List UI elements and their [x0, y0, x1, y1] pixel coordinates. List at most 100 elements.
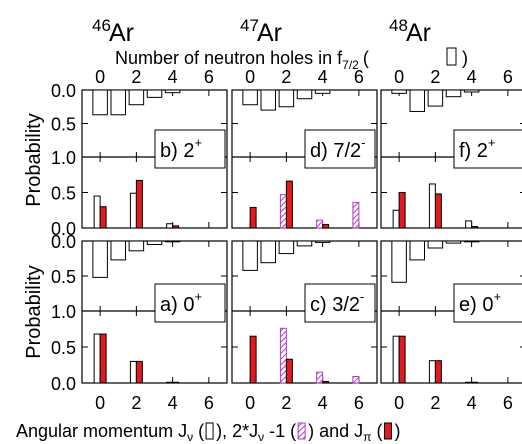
bar-neutron-holes — [278, 240, 295, 255]
bar-neutron-holes — [314, 89, 331, 94]
bar-two-j-nu — [352, 201, 360, 229]
bottom-tick-label: 2 — [131, 393, 141, 413]
isotope-title-48ar: 48 Ar — [389, 16, 431, 47]
y-tick-label-lower: 0.5 — [51, 338, 76, 358]
bottom-tick-label: 6 — [503, 393, 513, 413]
bar-neutron-holes — [260, 89, 276, 111]
top-tick-label: 4 — [318, 67, 328, 87]
bar-neutron-holes — [110, 89, 126, 116]
top-tick-label: 2 — [131, 67, 141, 87]
bar-neutron-holes — [463, 240, 480, 243]
panel-label-box — [304, 129, 376, 169]
bar-neutron-holes — [92, 240, 108, 278]
y-tick-label-upper: 1.0 — [51, 302, 76, 322]
bar-neutron-holes — [409, 240, 425, 261]
bar-j-pi — [398, 192, 406, 229]
bar-neutron-holes — [463, 89, 480, 93]
panels-group: b) 2+ d) 7/2- f) 2+ a) 0+ c) 3/2- e) 0+ — [81, 89, 522, 384]
panel-label-box — [453, 129, 522, 169]
bar-j-nu — [166, 223, 174, 229]
panel-label: e) 0+ — [459, 289, 501, 316]
bottom-tick-label: 0 — [95, 393, 105, 413]
bar-j-nu — [465, 381, 473, 384]
bar-two-j-nu — [316, 219, 324, 229]
bar-j-nu — [465, 220, 473, 229]
y-tick-label-upper: 0.0 — [51, 232, 76, 252]
bar-neutron-holes — [92, 89, 108, 116]
bar-neutron-holes — [296, 89, 313, 100]
panel-label-box — [304, 283, 376, 323]
bar-neutron-holes — [146, 240, 163, 245]
panel-label: a) 0+ — [160, 289, 202, 316]
bar-neutron-holes — [278, 89, 295, 108]
top-axis-title-end: ) — [462, 48, 468, 68]
y-tick-label-lower: 0.5 — [51, 184, 76, 204]
bar-neutron-holes — [314, 240, 331, 243]
bar-j-pi — [471, 381, 479, 384]
bar-j-pi — [135, 360, 143, 384]
bar-j-nu — [93, 195, 101, 229]
tick-labels-group: 0 0 02 2 24 4 46 6 60 0 02 2 24 4 46 6 60.00.51.00.50.00… — [51, 67, 513, 413]
bar-neutron-holes — [391, 89, 407, 94]
bar-j-pi — [135, 179, 143, 229]
top-tick-label: 4 — [168, 67, 178, 87]
panel-label: c) 3/2- — [310, 289, 364, 316]
bar-neutron-holes — [164, 89, 181, 94]
bottom-axis-title: Angular momentum Jν (), 2*Jν -1 () and J… — [16, 421, 400, 444]
bottom-tick-label: 6 — [204, 393, 214, 413]
bar-neutron-holes — [260, 240, 276, 264]
panel-label: f) 2+ — [459, 135, 496, 162]
panel-c: c) 3/2- — [231, 240, 378, 384]
legend-j-nu-icon — [205, 422, 214, 440]
bottom-tick-label: 0 — [245, 393, 255, 413]
bar-j-pi — [249, 335, 257, 384]
y-tick-label-upper: 0.5 — [51, 115, 76, 135]
bottom-tick-label: 4 — [318, 393, 328, 413]
panel-d: d) 7/2- — [231, 89, 378, 229]
panel-a: a) 0+ — [81, 240, 228, 384]
top-legend-open-bar-icon — [446, 47, 457, 66]
isotope-47-mass: 47 — [240, 16, 259, 35]
isotope-46-mass: 46 — [92, 16, 111, 35]
panel-label: b) 2+ — [160, 135, 202, 162]
top-tick-label: 4 — [467, 67, 477, 87]
top-tick-label: 2 — [430, 67, 440, 87]
panel-label-box — [154, 129, 226, 169]
bottom-tick-label: 6 — [354, 393, 364, 413]
bar-j-nu — [428, 183, 436, 229]
bar-j-pi — [471, 226, 479, 229]
top-tick-label: 0 — [245, 67, 255, 87]
bar-j-nu — [166, 381, 174, 384]
bar-neutron-holes — [242, 89, 258, 106]
bar-neutron-holes — [128, 89, 145, 106]
bar-neutron-holes — [427, 89, 444, 107]
panel-e: e) 0+ — [380, 240, 522, 384]
panel-f: f) 2+ — [380, 89, 522, 229]
bar-j-pi — [398, 335, 406, 384]
bar-neutron-holes — [427, 240, 444, 249]
bar-neutron-holes — [146, 89, 163, 98]
bar-j-pi — [285, 180, 293, 229]
y-tick-label-upper: 0.0 — [51, 81, 76, 101]
bar-j-pi — [172, 381, 180, 384]
y-tick-label-upper: 1.0 — [51, 148, 76, 168]
bar-two-j-nu — [316, 371, 324, 384]
ylabel-lower: Probability — [23, 265, 45, 358]
bar-j-nu — [129, 360, 137, 384]
panel-b: b) 2+ — [81, 89, 228, 229]
bar-j-pi — [322, 223, 330, 229]
bar-neutron-holes — [445, 240, 462, 244]
y-tick-label-lower: 0.0 — [51, 219, 76, 239]
panel-label-box — [453, 283, 522, 323]
bar-j-nu — [93, 333, 101, 384]
bar-neutron-holes — [409, 89, 425, 112]
bar-neutron-holes — [164, 240, 181, 243]
ylabel-upper: Probability — [23, 113, 45, 206]
bar-j-nu — [428, 360, 436, 384]
bar-neutron-holes — [296, 240, 313, 247]
legend-j-pi-icon — [383, 422, 392, 440]
bar-j-pi — [434, 193, 442, 229]
bar-neutron-holes — [110, 240, 126, 261]
bottom-tick-label: 0 — [394, 393, 404, 413]
